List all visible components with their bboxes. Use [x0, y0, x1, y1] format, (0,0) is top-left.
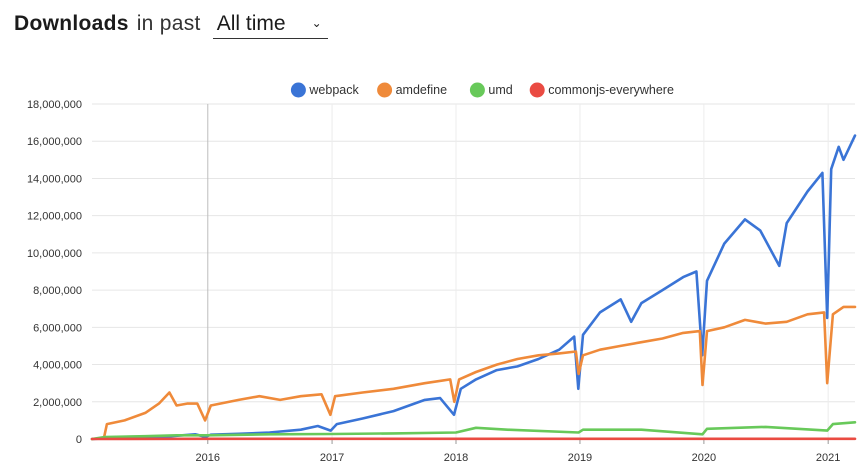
legend-swatch-umd[interactable] [469, 82, 485, 98]
y-tick-label: 2,000,000 [33, 397, 82, 409]
y-tick-label: 16,000,000 [27, 136, 82, 148]
y-tick-label: 14,000,000 [27, 173, 82, 185]
in-past-label: in past [136, 12, 201, 35]
period-selected-value: All time [216, 12, 286, 35]
y-tick-label: 0 [76, 434, 82, 446]
x-tick-label: 2018 [444, 452, 468, 464]
legend-swatch-webpack[interactable] [290, 82, 306, 98]
plot-area [90, 134, 857, 441]
legend-label-webpack[interactable]: webpack [308, 83, 359, 97]
legend-label-amdefine[interactable]: amdefine [396, 83, 447, 97]
y-tick-label: 6,000,000 [33, 322, 82, 334]
x-axis: 2016 2017 2018 2019 2020 2021 [196, 439, 840, 464]
chevron-down-icon: ⌄ [311, 16, 322, 30]
y-tick-label: 4,000,000 [33, 360, 82, 372]
y-tick-label: 12,000,000 [27, 211, 82, 223]
x-tick-label: 2021 [816, 452, 840, 464]
legend-label-umd[interactable]: umd [488, 83, 512, 97]
series-line-umd[interactable] [90, 421, 857, 441]
y-tick-label: 10,000,000 [27, 248, 82, 260]
legend-swatch-commonjs-everywhere[interactable] [529, 82, 545, 98]
x-tick-label: 2019 [568, 452, 592, 464]
chart-legend: webpack amdefine umd commonjs-everywhere [290, 82, 674, 98]
series-line-webpack[interactable] [90, 134, 857, 441]
y-tick-label: 8,000,000 [33, 285, 82, 297]
x-tick-label: 2016 [196, 452, 220, 464]
chart-grid [92, 103, 855, 440]
y-tick-label: 18,000,000 [27, 99, 82, 111]
downloads-header: Downloads in past All time ⌄ [14, 12, 328, 48]
y-axis: 0 2,000,000 4,000,000 6,000,000 8,000,000 10,… [27, 99, 82, 446]
period-select[interactable]: All time ⌄ [212, 12, 328, 39]
downloads-chart: webpack amdefine umd commonjs-everywhere 0 2… [27, 82, 857, 464]
x-tick-label: 2020 [692, 452, 716, 464]
series-line-amdefine[interactable] [90, 305, 857, 441]
downloads-title: Downloads [14, 12, 129, 35]
legend-swatch-amdefine[interactable] [377, 82, 393, 98]
legend-label-commonjs-everywhere[interactable]: commonjs-everywhere [548, 83, 674, 97]
x-tick-label: 2017 [320, 452, 344, 464]
